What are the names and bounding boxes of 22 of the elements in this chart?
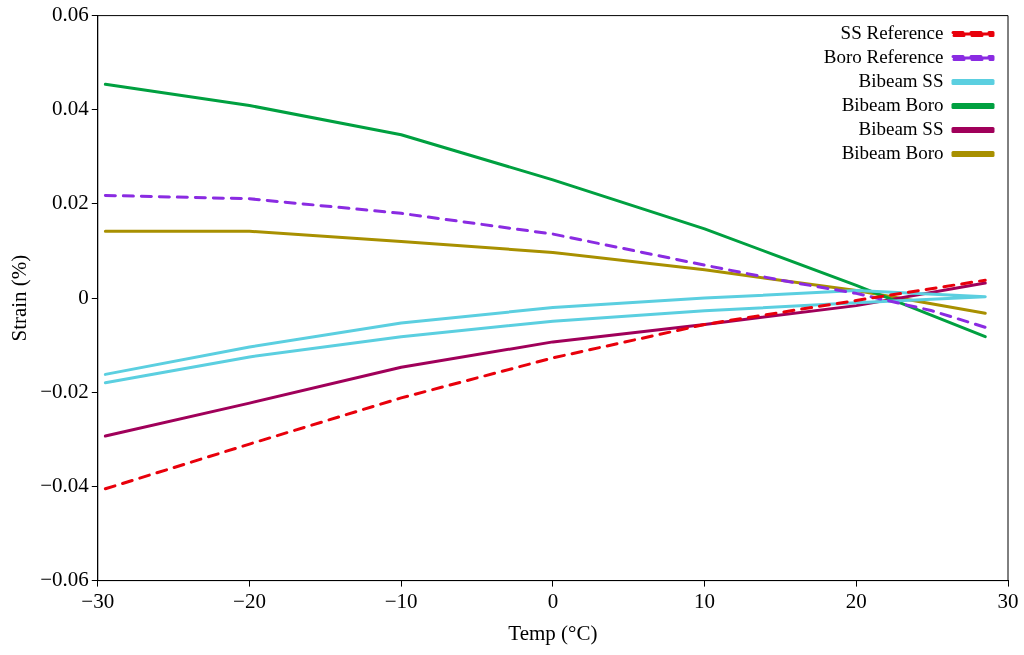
y-tick-label: 0.06: [52, 2, 89, 27]
y-tick-label: 0.04: [52, 96, 90, 121]
legend-label: Bibeam Boro: [841, 94, 944, 116]
legend-label: Boro Reference: [823, 46, 944, 68]
legend-label: Bibeam SS: [858, 118, 944, 140]
x-tick-label: 20: [845, 588, 867, 613]
legend-label: SS Reference: [840, 22, 944, 44]
line-series: [103, 193, 987, 329]
legend-label: Bibeam SS: [858, 70, 944, 92]
line-series: [103, 278, 987, 491]
y-axis-title: Strain (%): [7, 254, 32, 342]
x-tick-label: −10: [384, 588, 418, 613]
x-tick-label: 30: [997, 588, 1019, 613]
legend-label: Bibeam Boro: [841, 142, 944, 164]
x-tick-label: 10: [694, 588, 716, 613]
y-tick-label: 0: [78, 284, 89, 309]
y-tick-label: −0.02: [40, 378, 89, 403]
y-tick-label: −0.04: [40, 472, 90, 497]
x-tick-label: −20: [233, 588, 266, 613]
x-tick-label: 0: [547, 588, 559, 613]
x-axis-title: Temp (°C): [508, 620, 598, 645]
y-tick-label: 0.02: [52, 190, 89, 215]
